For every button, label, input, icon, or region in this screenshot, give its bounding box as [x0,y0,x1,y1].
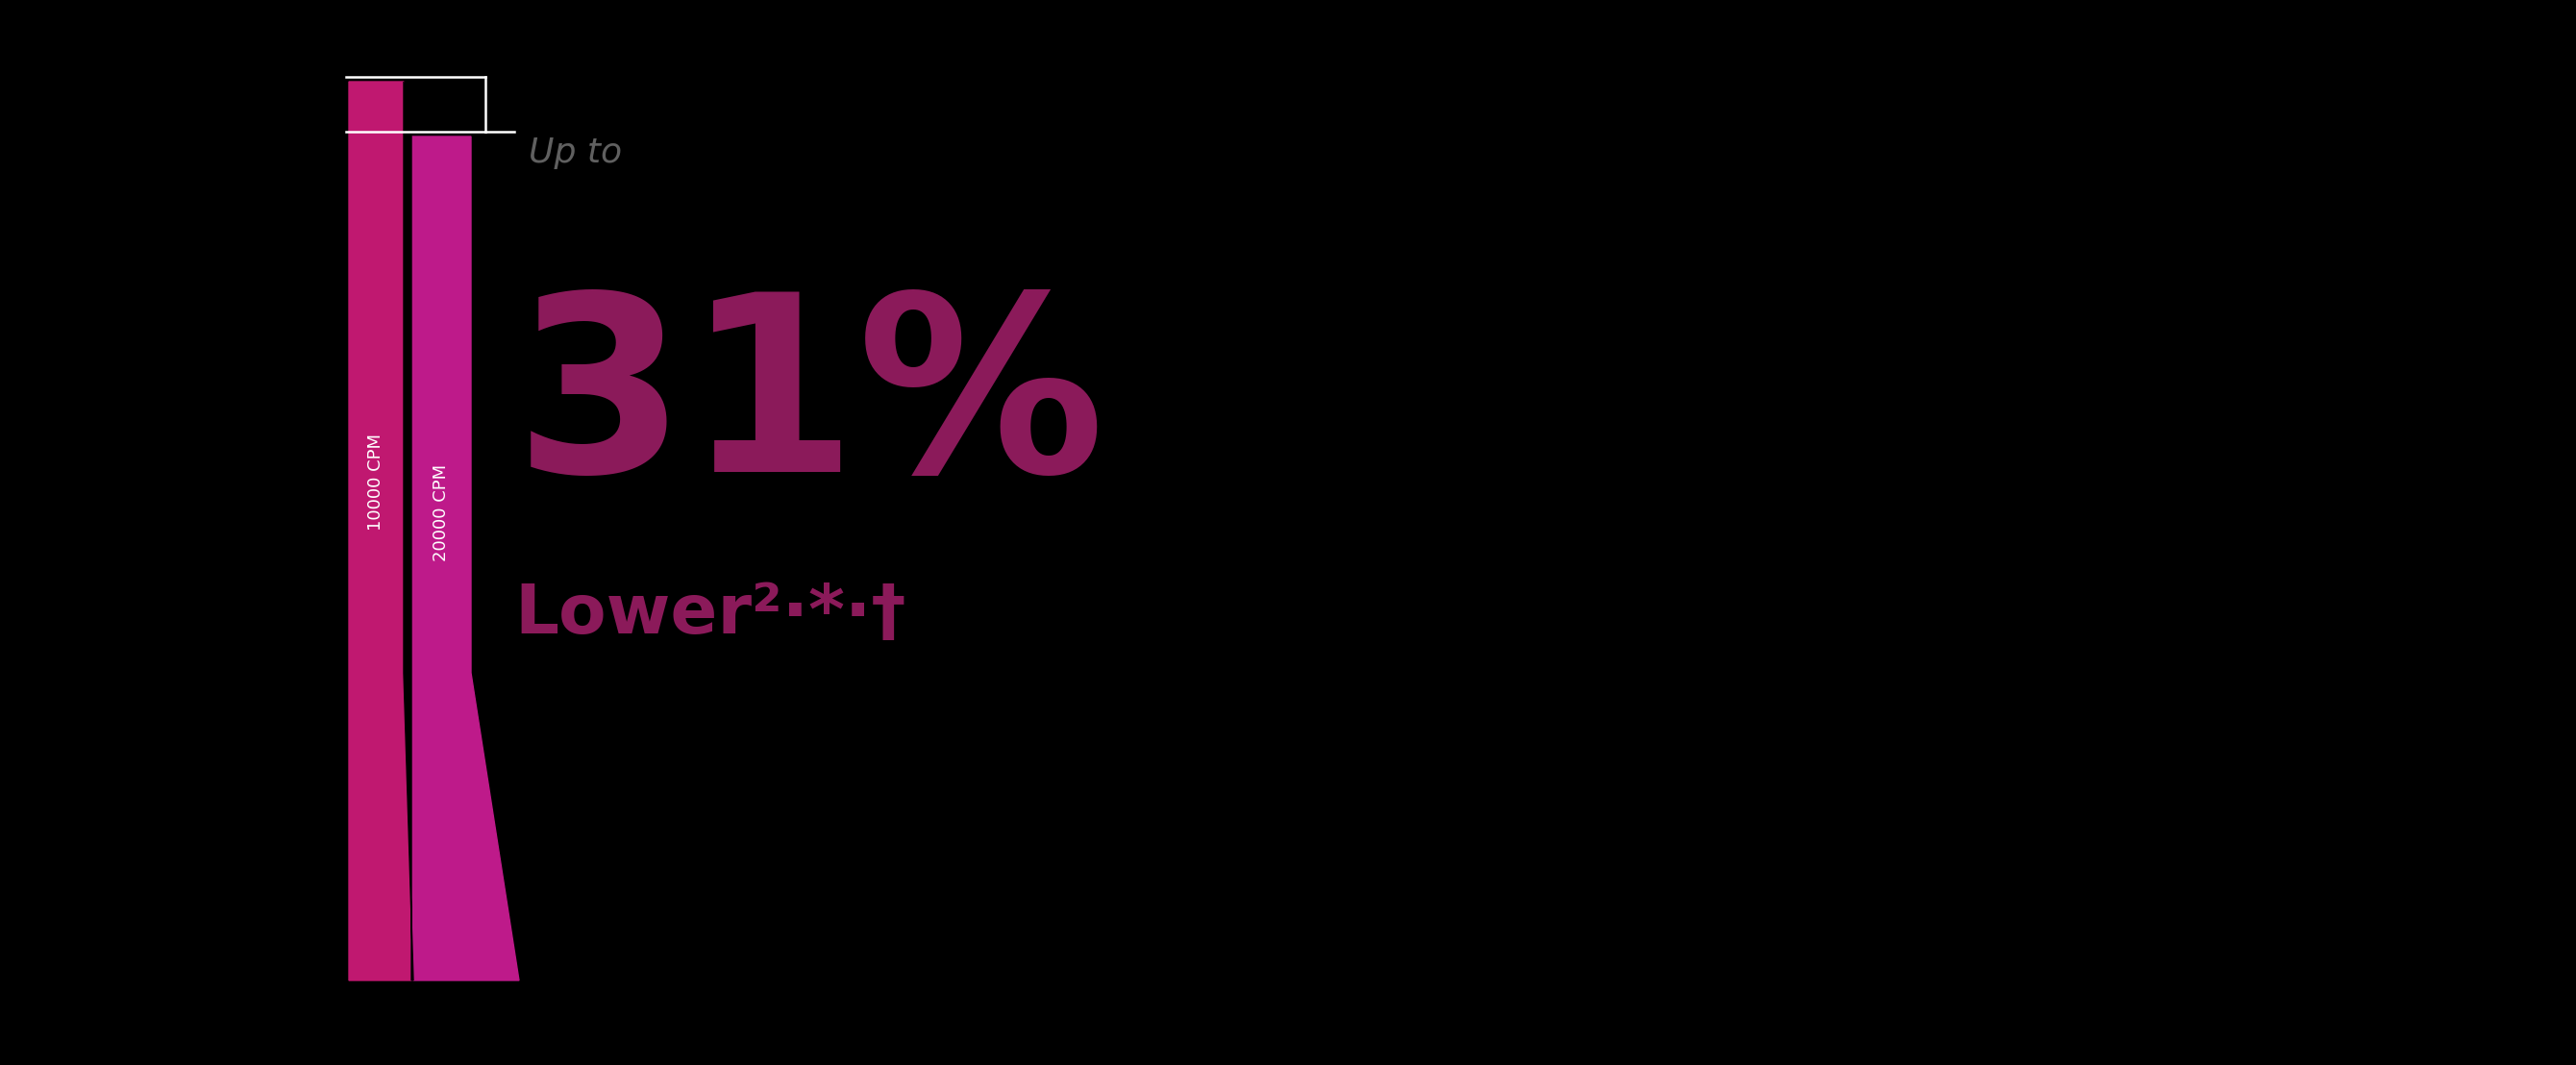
Text: 31%: 31% [515,284,1105,523]
Text: Up to: Up to [528,136,621,169]
Polygon shape [412,136,518,981]
Text: 20000 CPM: 20000 CPM [433,464,451,561]
Text: Lower²·*·†: Lower²·*·† [515,581,907,649]
Polygon shape [348,82,412,981]
Text: 10000 CPM: 10000 CPM [368,433,384,530]
Polygon shape [404,82,412,981]
